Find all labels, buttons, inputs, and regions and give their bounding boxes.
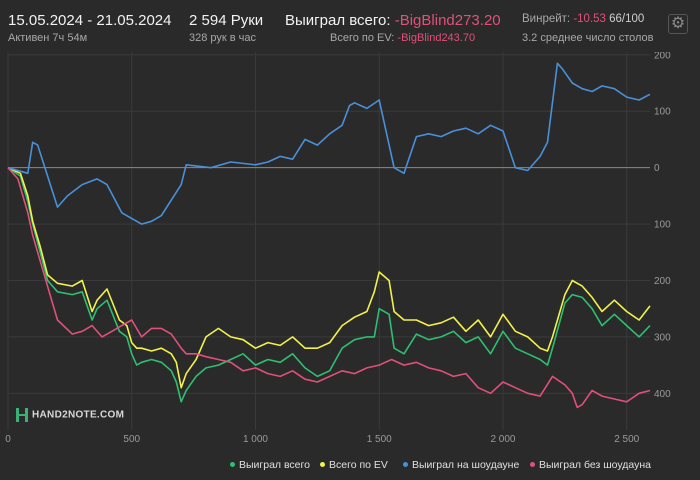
legend-item-ev[interactable]: Всего по EV	[320, 459, 388, 471]
logo-mark-icon	[16, 408, 28, 422]
y-tick-label: 100	[654, 220, 671, 231]
hands-count: 2 594 Руки	[189, 12, 264, 29]
hands-rate: 328 рук в час	[189, 32, 257, 44]
ev-total: Всего по EV: -BigBlind243.70	[330, 32, 475, 44]
chart-axes: 0 500 1 000 1 500 2 000 2 5002001000100200300…	[5, 52, 671, 445]
x-tick-label: 0	[5, 434, 11, 445]
won-value: -BigBlind273.20	[394, 12, 501, 29]
gear-icon[interactable]: ⚙	[668, 14, 688, 34]
legend-item-non-showdown[interactable]: Выиграл без шоудауна	[530, 459, 651, 471]
winrate: Винрейт: -10.53 66/100	[522, 13, 644, 25]
legend-label: Выиграл всего	[239, 459, 310, 471]
y-tick-label: 0	[654, 163, 660, 174]
legend-label: Выиграл на шоудауне	[412, 459, 520, 471]
x-tick-label: 2 500	[614, 434, 639, 445]
series-line-2	[7, 62, 651, 225]
x-tick-label: 1 000	[243, 434, 268, 445]
logo-text: HAND2NOTE.COM	[32, 409, 125, 421]
y-tick-label: 300	[654, 332, 671, 343]
series-line-3	[7, 167, 651, 409]
legend-item-won-total[interactable]: Выиграл всего	[230, 459, 310, 471]
active-time: Активен 7ч 54м	[8, 32, 88, 44]
y-tick-label: 100	[654, 107, 671, 118]
x-tick-label: 2 000	[490, 434, 515, 445]
winrate-suffix: 66/100	[609, 13, 645, 25]
series-line-1	[7, 166, 651, 389]
ev-label: Всего по EV:	[330, 32, 395, 44]
hand2note-logo: HAND2NOTE.COM	[16, 408, 124, 422]
date-range[interactable]: 15.05.2024 - 21.05.2024	[8, 12, 172, 29]
summary-header: 15.05.2024 - 21.05.2024 Активен 7ч 54м 2…	[0, 0, 700, 52]
won-label: Выиграл всего:	[285, 12, 391, 29]
x-tick-label: 1 500	[367, 434, 392, 445]
legend-label: Выиграл без шоудауна	[539, 459, 651, 471]
legend-item-showdown[interactable]: Выиграл на шоудауне	[403, 459, 519, 471]
won-total: Выиграл всего: -BigBlind273.20	[285, 12, 501, 29]
winrate-value: -10.53	[573, 13, 606, 25]
y-tick-label: 400	[654, 389, 671, 400]
winrate-label: Винрейт:	[522, 13, 571, 25]
chart-series	[7, 62, 651, 409]
x-tick-label: 500	[123, 434, 140, 445]
profit-chart: 0 500 1 000 1 500 2 000 2 5002001000100200300…	[5, 52, 671, 445]
series-line-0	[7, 167, 651, 403]
chart-grid	[7, 52, 650, 430]
chart-legend: Выиграл всего Всего по EV Выиграл на шоу…	[0, 459, 700, 473]
y-tick-label: 200	[654, 276, 671, 287]
avg-tables: 3.2 среднее число столов	[522, 32, 654, 44]
ev-value: -BigBlind243.70	[397, 32, 476, 44]
legend-label: Всего по EV	[329, 459, 388, 471]
y-tick-label: 200	[654, 52, 671, 61]
